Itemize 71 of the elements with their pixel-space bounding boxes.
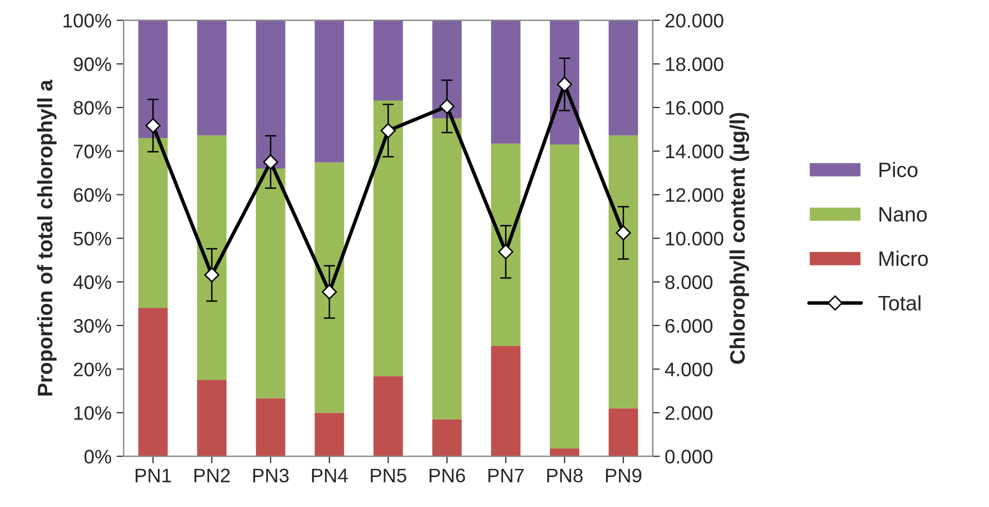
bar [550, 144, 580, 448]
point [439, 98, 455, 114]
y2-tick-label: 6.000 [666, 318, 712, 333]
y-tick-label: 70% [74, 144, 112, 158]
point [380, 123, 396, 138]
y-tick-label: 40% [73, 275, 112, 290]
y2-tick-label: 0.000 [665, 450, 712, 464]
y2-tick-label: 14.000 [666, 144, 724, 158]
x-tick-label: PN8 [547, 468, 583, 482]
point [498, 244, 514, 260]
bar [314, 412, 344, 456]
point [556, 76, 572, 92]
x-tick-label: PN9 [606, 468, 642, 482]
bar [608, 135, 638, 408]
bar [432, 419, 462, 456]
y-tick-label: 50% [74, 232, 112, 246]
bar [491, 20, 520, 144]
bar [608, 20, 638, 136]
x-tick-label: PN4 [312, 468, 348, 482]
point [616, 225, 631, 240]
y2-tick-label: 2.000 [666, 406, 712, 420]
bar [197, 380, 227, 456]
legend-label: Total [878, 295, 920, 311]
bar [197, 135, 227, 380]
bar [491, 346, 520, 456]
y2-axis-title: Chlorophyll content (µg/l) [730, 112, 750, 364]
bar [138, 308, 168, 456]
y2-tick-label: 20.000 [666, 14, 724, 28]
legend-label: Pico [880, 162, 918, 178]
x-tick-label: PN3 [253, 468, 289, 482]
y2-tick-label: 18.000 [666, 57, 724, 72]
y-tick-label: 100% [64, 14, 112, 28]
bar [314, 162, 344, 413]
y-axis-title: Proportion of total chlorophyll a [37, 80, 57, 396]
bar [197, 20, 227, 136]
bar [491, 144, 520, 346]
y2-tick-label: 8.000 [665, 275, 712, 290]
y-tick-label: 10% [74, 406, 112, 420]
y2-tick-label: 10.000 [666, 232, 724, 246]
x-tick-label: PN7 [488, 468, 524, 482]
point [145, 118, 161, 134]
y2-tick-label: 4.000 [664, 362, 712, 376]
y-tick-label: 60% [74, 188, 112, 202]
y-tick-label: 20% [74, 362, 112, 376]
bar [608, 408, 638, 456]
bar [373, 100, 403, 376]
bar [138, 138, 168, 308]
legend-label: Micro [880, 250, 928, 266]
legend-label: Nano [880, 207, 927, 222]
bar [314, 20, 344, 162]
x-tick-label: PN6 [430, 468, 466, 482]
x-tick-label: PN5 [370, 468, 406, 482]
x-tick-label: PN2 [194, 468, 230, 482]
bar [373, 20, 403, 101]
y-tick-label: 0% [84, 450, 112, 464]
y-tick-label: 90% [74, 57, 112, 72]
point [322, 284, 337, 300]
bar [256, 168, 286, 398]
bar [138, 20, 168, 138]
x-tick-label: PN1 [136, 468, 171, 482]
point [204, 267, 220, 282]
bar [432, 118, 462, 420]
y2-tick-label: 12.000 [666, 188, 724, 202]
y-tick-label: 80% [74, 100, 112, 115]
bar [432, 20, 462, 118]
y2-tick-label: 16.000 [666, 100, 724, 115]
bar [373, 376, 403, 456]
bar [256, 20, 286, 169]
bar [256, 398, 286, 456]
y-tick-label: 30% [74, 318, 112, 333]
point [263, 154, 278, 170]
